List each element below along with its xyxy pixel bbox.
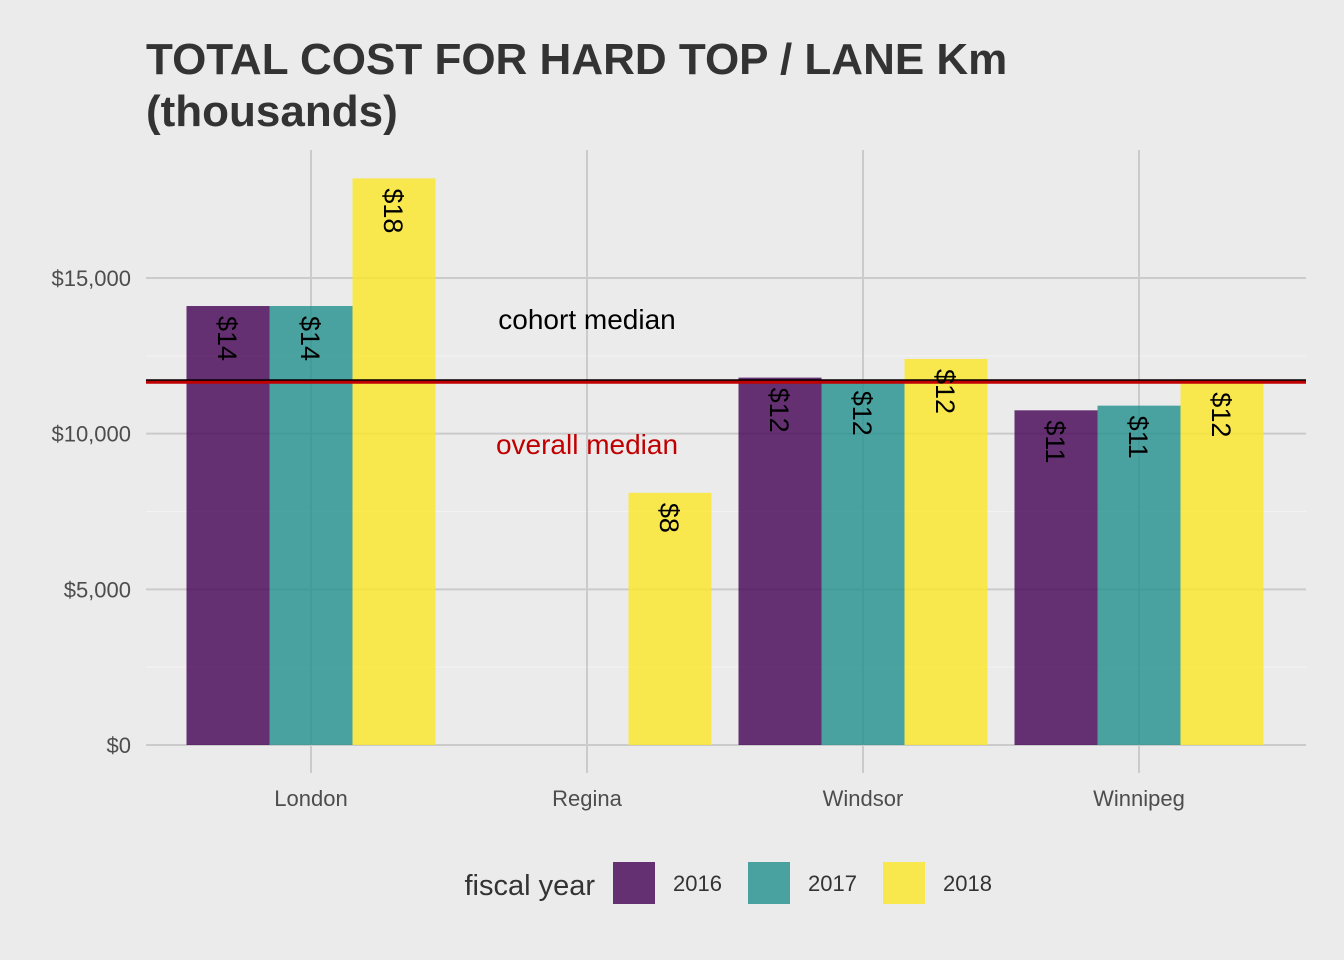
bar [1097, 405, 1181, 745]
data-label: $11 [1040, 420, 1070, 463]
x-tick-label: London [274, 786, 347, 811]
annotation-overall-median: overall median [496, 429, 678, 460]
legend-key [613, 862, 655, 904]
chart-title-line-1: TOTAL COST FOR HARD TOP / LANE Km [146, 35, 1008, 84]
chart-title: TOTAL COST FOR HARD TOP / LANE Km (thous… [146, 34, 1296, 138]
y-tick-label: $15,000 [51, 266, 131, 291]
bar [352, 178, 436, 745]
legend-key [883, 862, 925, 904]
chart-title-line-2: (thousands) [146, 87, 398, 136]
legend-label: 2016 [673, 871, 722, 896]
data-label: $8 [654, 503, 684, 533]
data-label: $14 [212, 316, 242, 361]
data-label: $18 [378, 188, 408, 233]
data-label: $12 [930, 369, 960, 414]
data-label: $11 [1123, 416, 1153, 459]
x-tick-label: Winnipeg [1093, 786, 1185, 811]
legend-label: 2017 [808, 871, 857, 896]
x-tick-label: Windsor [823, 786, 904, 811]
bar [1180, 382, 1264, 745]
y-tick-label: $5,000 [64, 577, 131, 602]
bar [628, 492, 712, 745]
x-tick-label: Regina [552, 786, 622, 811]
data-label: $12 [847, 391, 877, 436]
bar [738, 377, 822, 745]
legend-key [748, 862, 790, 904]
bar [1014, 410, 1098, 745]
bar [904, 358, 988, 745]
y-tick-label: $10,000 [51, 422, 131, 447]
bar [821, 380, 905, 745]
data-label: $14 [295, 316, 325, 361]
bar [269, 306, 353, 745]
legend-title: fiscal year [464, 870, 595, 902]
y-tick-label: $0 [107, 733, 131, 758]
bar [186, 306, 270, 745]
annotation-cohort-median: cohort median [498, 304, 675, 335]
legend-label: 2018 [943, 871, 992, 896]
data-label: $12 [1206, 392, 1236, 437]
data-label: $12 [764, 388, 794, 433]
